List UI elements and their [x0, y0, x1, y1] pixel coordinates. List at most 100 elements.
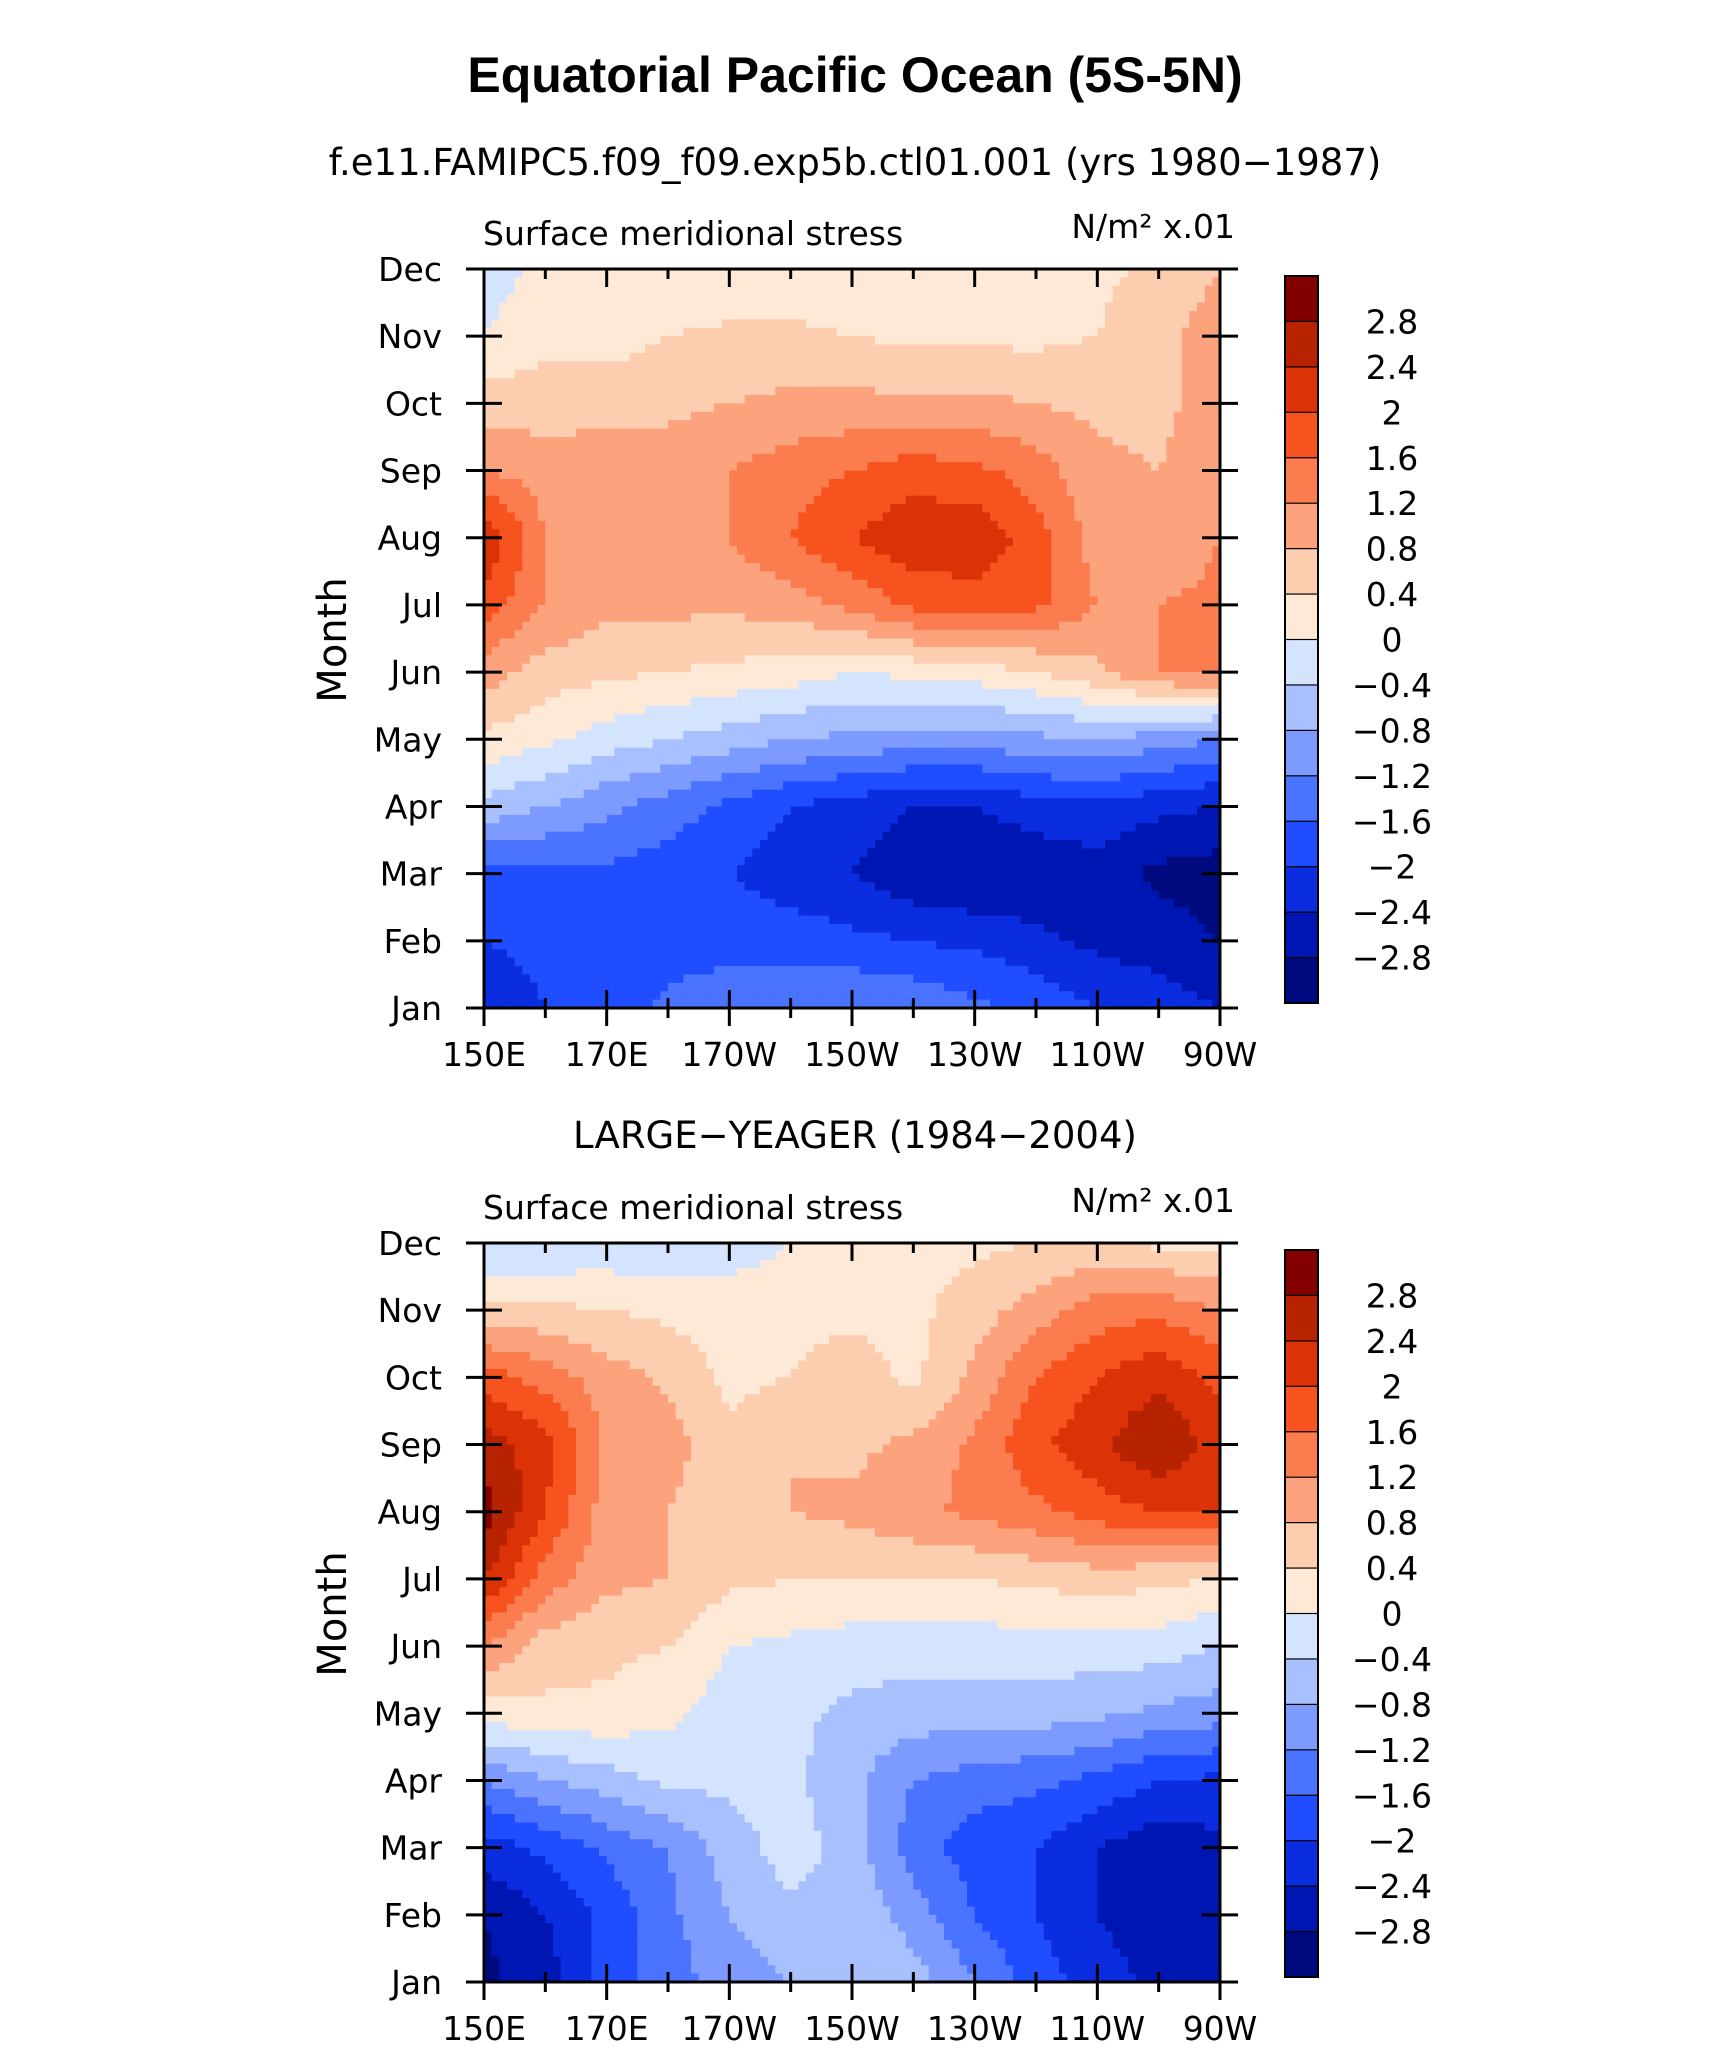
- contour-cell: [629, 386, 638, 396]
- contour-cell: [1082, 369, 1091, 379]
- contour-cell: [675, 529, 684, 539]
- contour-cell: [1166, 277, 1175, 287]
- contour-cell: [729, 520, 738, 530]
- contour-cell: [1135, 554, 1144, 564]
- contour-cell: [1204, 680, 1213, 690]
- contour-cell: [990, 453, 999, 463]
- contour-cell: [637, 672, 646, 682]
- contour-cell: [829, 445, 838, 455]
- contour-cell: [1028, 445, 1037, 455]
- contour-cell: [645, 436, 654, 446]
- contour-cell: [514, 630, 523, 640]
- contour-cell: [1166, 571, 1175, 581]
- contour-cell: [1089, 537, 1098, 547]
- contour-cell: [1020, 520, 1029, 530]
- contour-cell: [1212, 269, 1221, 278]
- contour-cell: [591, 319, 600, 329]
- contour-cell: [545, 487, 554, 497]
- contour-cell: [576, 604, 585, 614]
- contour-cell: [1181, 327, 1190, 337]
- contour-cell: [599, 420, 608, 430]
- contour-cell: [997, 327, 1006, 337]
- contour-cell: [890, 638, 899, 648]
- contour-cell: [576, 495, 585, 505]
- contour-cell: [668, 663, 677, 673]
- contour-cell: [852, 571, 861, 581]
- contour-cell: [944, 504, 953, 514]
- contour-cell: [1204, 336, 1213, 346]
- contour-cell: [905, 394, 914, 404]
- contour-cell: [698, 579, 707, 589]
- contour-cell: [905, 646, 914, 656]
- contour-cell: [614, 478, 623, 488]
- contour-cell: [1074, 688, 1083, 698]
- contour-cell: [652, 487, 661, 497]
- contour-cell: [829, 403, 838, 413]
- contour-cell: [545, 520, 554, 530]
- contour-cell: [1066, 504, 1075, 514]
- contour-cell: [852, 588, 861, 598]
- contour-cell: [1189, 327, 1198, 337]
- contour-cell: [652, 428, 661, 438]
- contour-cell: [813, 663, 822, 673]
- contour-cell: [767, 504, 776, 514]
- contour-cell: [936, 495, 945, 505]
- contour-cell: [844, 285, 853, 295]
- contour-cell: [875, 596, 884, 606]
- contour-cell: [836, 478, 845, 488]
- contour-cell: [1043, 613, 1052, 623]
- contour-cell: [553, 672, 562, 682]
- contour-cell: [990, 436, 999, 446]
- contour-cell: [898, 420, 907, 430]
- contour-cell: [798, 680, 807, 690]
- contour-cell: [660, 579, 669, 589]
- contour-cell: [775, 613, 784, 623]
- contour-cell: [1181, 470, 1190, 480]
- contour-cell: [844, 520, 853, 530]
- contour-cell: [737, 269, 746, 278]
- contour-cell: [698, 680, 707, 690]
- contour-cell: [1128, 604, 1137, 614]
- contour-cell: [875, 478, 884, 488]
- contour-cell: [821, 386, 830, 396]
- contour-cell: [691, 672, 700, 682]
- contour-cell: [683, 336, 692, 346]
- contour-cell: [737, 277, 746, 287]
- contour-cell: [974, 663, 983, 673]
- contour-cell: [951, 495, 960, 505]
- contour-cell: [882, 361, 891, 371]
- contour-cell: [721, 579, 730, 589]
- contour-cell: [645, 672, 654, 682]
- contour-cell: [1151, 487, 1160, 497]
- contour-cell: [913, 680, 922, 690]
- contour-cell: [1143, 369, 1152, 379]
- contour-cell: [1028, 386, 1037, 396]
- contour-cell: [614, 487, 623, 497]
- contour-cell: [1043, 336, 1052, 346]
- contour-cell: [859, 487, 868, 497]
- contour-cell: [944, 604, 953, 614]
- contour-cell: [898, 529, 907, 539]
- contour-cell: [1112, 630, 1121, 640]
- contour-cell: [499, 285, 508, 295]
- contour-cell: [1089, 302, 1098, 312]
- contour-cell: [744, 445, 753, 455]
- contour-cell: [545, 277, 554, 287]
- contour-cell: [997, 554, 1006, 564]
- contour-cell: [951, 453, 960, 463]
- contour-cell: [905, 630, 914, 640]
- contour-cell: [990, 672, 999, 682]
- contour-cell: [1189, 487, 1198, 497]
- contour-cell: [1181, 571, 1190, 581]
- contour-cell: [1120, 588, 1129, 598]
- contour-cell: [1082, 663, 1091, 673]
- contour-cell: [1105, 688, 1114, 698]
- contour-cell: [1112, 537, 1121, 547]
- contour-cell: [944, 579, 953, 589]
- contour-cell: [990, 663, 999, 673]
- contour-cell: [1059, 613, 1068, 623]
- contour-cell: [852, 512, 861, 522]
- contour-cell: [629, 403, 638, 413]
- contour-cell: [783, 352, 792, 362]
- contour-cell: [499, 655, 508, 665]
